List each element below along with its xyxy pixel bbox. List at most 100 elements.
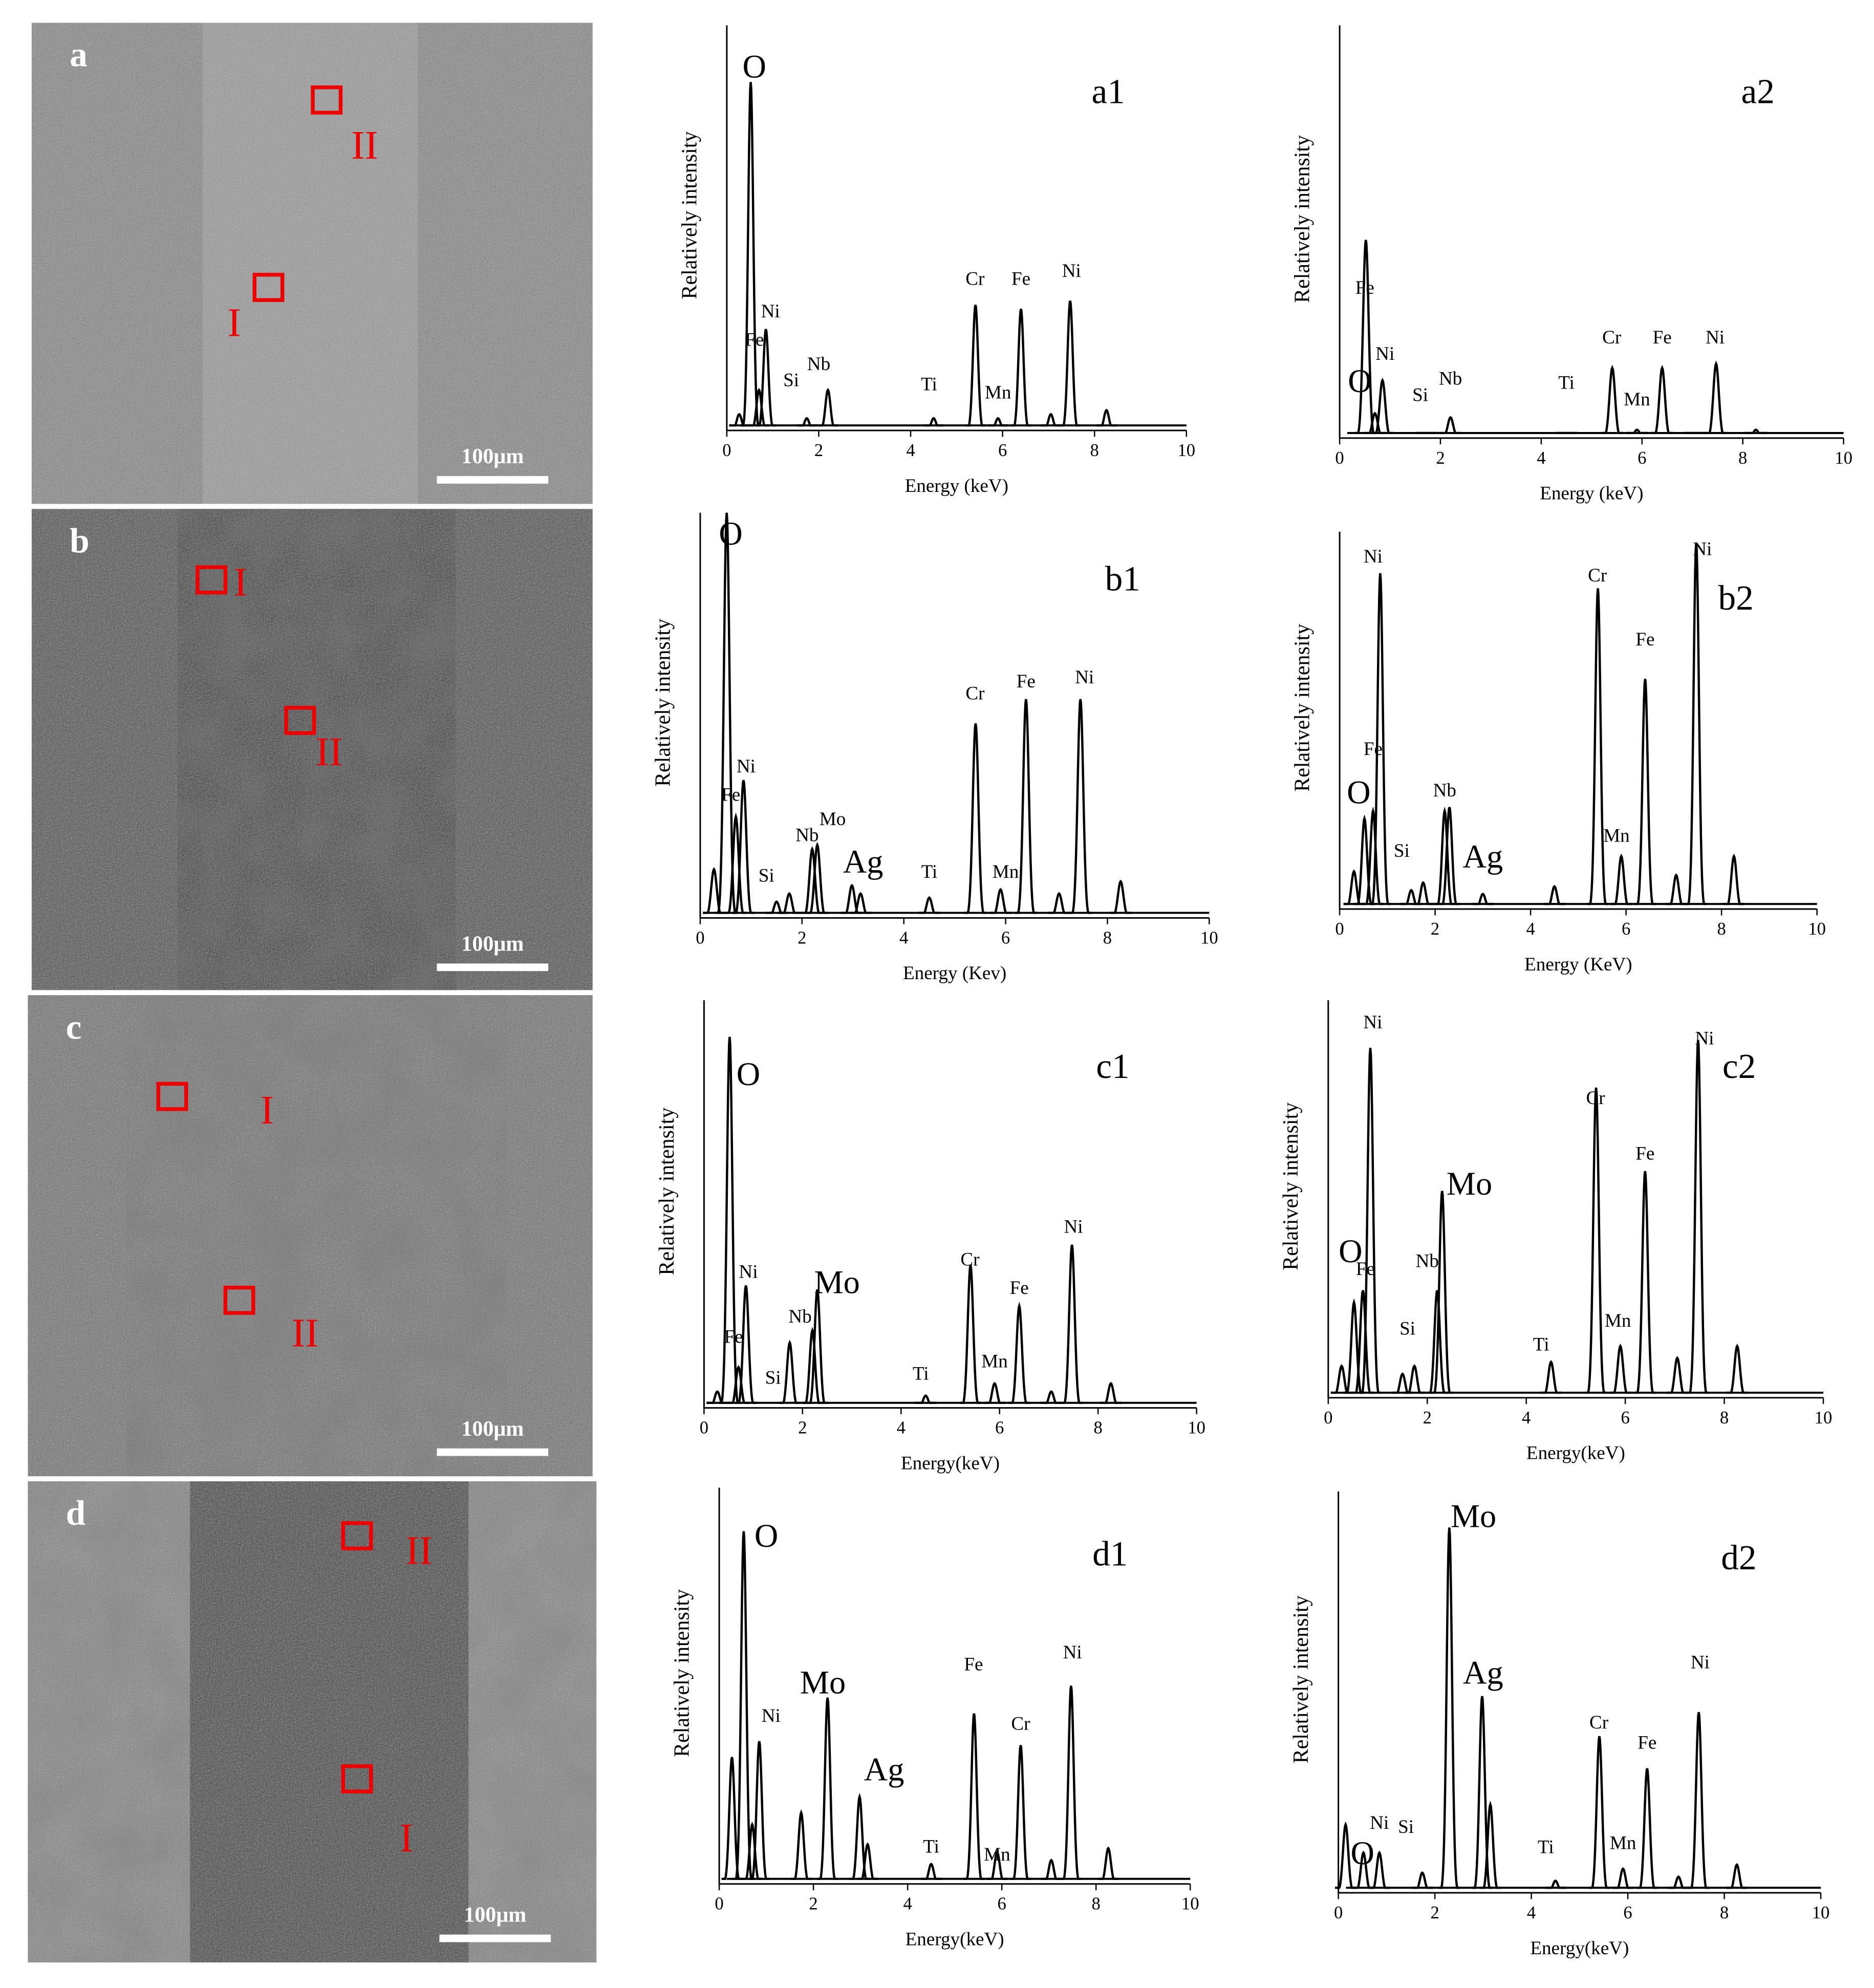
x-tick-label: 6 (995, 1418, 1004, 1438)
x-tick-label: 4 (1537, 448, 1545, 468)
peak (740, 82, 761, 427)
peak (1544, 1879, 1566, 1889)
x-tick-label: 0 (1324, 1408, 1332, 1428)
x-tick-label: 0 (1334, 1903, 1343, 1922)
peak (1585, 1087, 1607, 1394)
peak-annotation: O (755, 1518, 778, 1554)
peak-annotation: Fe (1635, 629, 1654, 650)
region-label: I (227, 300, 241, 345)
peak-annotation: Ti (1533, 1334, 1549, 1355)
peak (915, 1394, 937, 1404)
peak-annotation: Ni (1375, 343, 1394, 364)
region-box (223, 1285, 255, 1315)
x-tick-label: 2 (809, 1894, 817, 1914)
peak (964, 723, 987, 914)
peak-annotation: Fe (1011, 269, 1030, 290)
peak (1431, 1191, 1453, 1394)
peak (1610, 853, 1632, 905)
peak (729, 413, 749, 427)
peak (1060, 300, 1081, 427)
region-box (341, 1764, 373, 1793)
peak-annotation: Nb (807, 354, 830, 375)
peak (1434, 806, 1455, 905)
peak (1412, 881, 1434, 905)
peak (1359, 1048, 1382, 1394)
peak-annotation: Cr (1602, 327, 1622, 348)
peak (1651, 364, 1673, 435)
x-tick-label: 4 (1522, 1408, 1531, 1428)
region-box (311, 85, 343, 115)
y-axis-label: Relatively intensity (670, 1589, 694, 1757)
peak (920, 1863, 942, 1881)
peak-annotation: O (1347, 774, 1370, 811)
x-axis-label: Energy(keV) (1526, 1443, 1625, 1464)
peak-annotation: Fe (964, 1654, 983, 1675)
peak-annotation: Ni (739, 1261, 758, 1282)
x-tick-label: 4 (899, 928, 908, 947)
region-label: I (261, 1088, 274, 1133)
x-tick-label: 2 (814, 441, 823, 460)
peak-annotation: Mn (985, 382, 1011, 403)
peak-annotation: Cr (965, 269, 985, 290)
sem-c (28, 995, 593, 1477)
peak-annotation: Mn (1603, 825, 1630, 846)
peak-annotation: Fe (1638, 1732, 1656, 1753)
peak-annotation: Mo (814, 1264, 859, 1300)
scale-bar (437, 476, 549, 484)
peak-annotation: Si (765, 1367, 781, 1388)
peak-annotation: Fe (724, 1327, 743, 1348)
peak (1040, 1390, 1062, 1404)
peak (1726, 1863, 1748, 1889)
peak (1723, 853, 1744, 905)
peak (1540, 1360, 1562, 1394)
x-axis-label: Energy (keV) (905, 476, 1008, 496)
x-tick-label: 4 (897, 1418, 906, 1438)
peak (1352, 1290, 1374, 1394)
x-tick-label: 2 (798, 1418, 807, 1438)
peak-annotation: Ti (1558, 373, 1575, 394)
x-tick-label: 8 (1720, 1903, 1729, 1922)
peak-annotation: O (1348, 363, 1371, 399)
chart-label: b2 (1718, 578, 1753, 617)
region-box (252, 273, 285, 302)
peak (965, 305, 986, 427)
scale-bar-label: 100μm (461, 932, 524, 956)
peak (1609, 1344, 1631, 1394)
peak-annotation: Fe (1010, 1278, 1029, 1299)
peak-annotation: Mn (1624, 389, 1650, 410)
peak-annotation: Si (1398, 1817, 1414, 1838)
peak (849, 892, 872, 914)
peak (1587, 588, 1609, 905)
peak-annotation: Ni (1364, 546, 1383, 567)
peak (817, 1697, 838, 1881)
peak-annotation: Ni (1693, 538, 1712, 559)
peak (727, 1365, 749, 1404)
peak-annotation: Mn (993, 861, 1019, 882)
x-tick-label: 10 (1835, 448, 1853, 468)
peak-annotation: Cr (1011, 1713, 1030, 1734)
x-tick-label: 6 (1638, 448, 1646, 468)
peak-annotation: Ni (1062, 261, 1081, 282)
peak (841, 883, 864, 914)
peak-annotation: Ni (762, 1705, 781, 1726)
region-box (284, 706, 316, 735)
peak-annotation: Ni (1706, 327, 1725, 348)
peak (715, 512, 738, 914)
scale-bar-label: 100μm (461, 1417, 524, 1441)
peak (989, 888, 1012, 914)
peak-annotation: Ni (1075, 667, 1094, 688)
peak-annotation: Mo (1447, 1165, 1492, 1202)
peak (1061, 1244, 1083, 1404)
x-tick-label: 8 (1093, 1418, 1102, 1438)
peak-annotation: O (743, 48, 766, 84)
peak-annotation: Nb (1439, 368, 1462, 389)
peak (817, 387, 838, 427)
x-tick-label: 6 (1622, 919, 1630, 939)
peak (1403, 1364, 1426, 1394)
peak (801, 846, 824, 914)
peak (1666, 873, 1687, 905)
panel-label: b (70, 521, 90, 560)
peak-annotation: Si (783, 370, 799, 391)
x-tick-label: 4 (903, 1894, 912, 1914)
peak (806, 841, 829, 914)
